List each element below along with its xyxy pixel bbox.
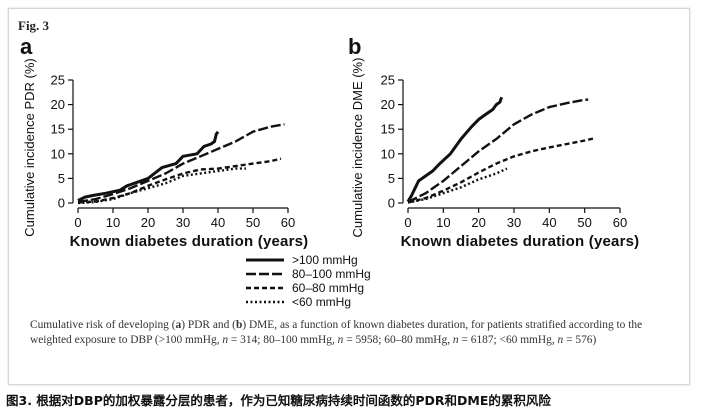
x-tick-label: 30 xyxy=(176,215,190,230)
figure-caption: Cumulative risk of developing (a) PDR an… xyxy=(30,319,643,346)
legend-item: <60 mmHg xyxy=(246,295,371,309)
legend-label: 60–80 mmHg xyxy=(292,281,365,295)
chinese-caption: 图3. 根据对DBP的加权暴露分层的患者，作为已知糖尿病持续时间函数的PDR和D… xyxy=(6,393,551,408)
y-tick-label: 25 xyxy=(381,73,395,88)
legend-label: <60 mmHg xyxy=(292,295,352,309)
figure-label: Fig. 3 xyxy=(18,18,50,33)
x-axis-title: Known diabetes duration (years) xyxy=(70,233,309,250)
y-tick-label: 25 xyxy=(51,73,65,88)
x-tick-label: 30 xyxy=(507,215,521,230)
y-tick-label: 10 xyxy=(51,146,65,161)
y-tick-label: 5 xyxy=(388,171,395,186)
series-line xyxy=(407,98,589,204)
y-tick-label: 15 xyxy=(51,122,65,137)
legend: >100 mmHg 80–100 mmHg 60–80 mmHg <60 mmH… xyxy=(246,253,371,310)
x-tick-label: 40 xyxy=(542,215,556,230)
x-tick-label: 60 xyxy=(281,215,295,230)
x-tick-label: 50 xyxy=(246,215,260,230)
series-line xyxy=(77,157,282,204)
x-tick-label: 0 xyxy=(74,215,81,230)
legend-label: >100 mmHg xyxy=(292,253,358,267)
series-line xyxy=(407,167,508,204)
x-tick-label: 10 xyxy=(106,215,120,230)
series-line xyxy=(77,167,246,205)
y-tick-label: 15 xyxy=(381,122,395,137)
legend-item: 80–100 mmHg xyxy=(246,267,371,281)
legend-swatch-dash xyxy=(246,286,284,290)
y-axis-title: Cumulative incidence PDR (%) xyxy=(22,58,37,236)
x-axis-title: Known diabetes duration (years) xyxy=(401,233,640,250)
panel-letter-b: b xyxy=(348,34,362,59)
x-tick-label: 20 xyxy=(141,215,155,230)
panel-letter-a: a xyxy=(20,34,33,59)
legend-item: >100 mmHg xyxy=(246,253,371,267)
legend-swatch-long-dash xyxy=(246,272,284,276)
legend-item: 60–80 mmHg xyxy=(246,281,371,295)
y-tick-label: 20 xyxy=(51,97,65,112)
y-tick-label: 10 xyxy=(381,146,395,161)
series-line xyxy=(77,130,220,202)
y-axis-title: Cumulative incidence DME (%) xyxy=(350,58,365,238)
series-line xyxy=(77,123,285,204)
legend-swatch-solid xyxy=(246,258,284,262)
x-tick-label: 50 xyxy=(577,215,591,230)
y-tick-label: 0 xyxy=(58,196,65,211)
x-tick-label: 10 xyxy=(436,215,450,230)
series-line xyxy=(407,136,596,204)
legend-swatch-dot xyxy=(246,300,284,304)
y-tick-label: 5 xyxy=(58,171,65,186)
x-tick-label: 20 xyxy=(471,215,485,230)
x-tick-label: 60 xyxy=(613,215,627,230)
x-tick-label: 40 xyxy=(211,215,225,230)
series-line xyxy=(406,96,504,203)
x-tick-label: 0 xyxy=(404,215,411,230)
legend-label: 80–100 mmHg xyxy=(292,267,371,281)
y-tick-label: 0 xyxy=(388,196,395,211)
y-tick-label: 20 xyxy=(381,97,395,112)
